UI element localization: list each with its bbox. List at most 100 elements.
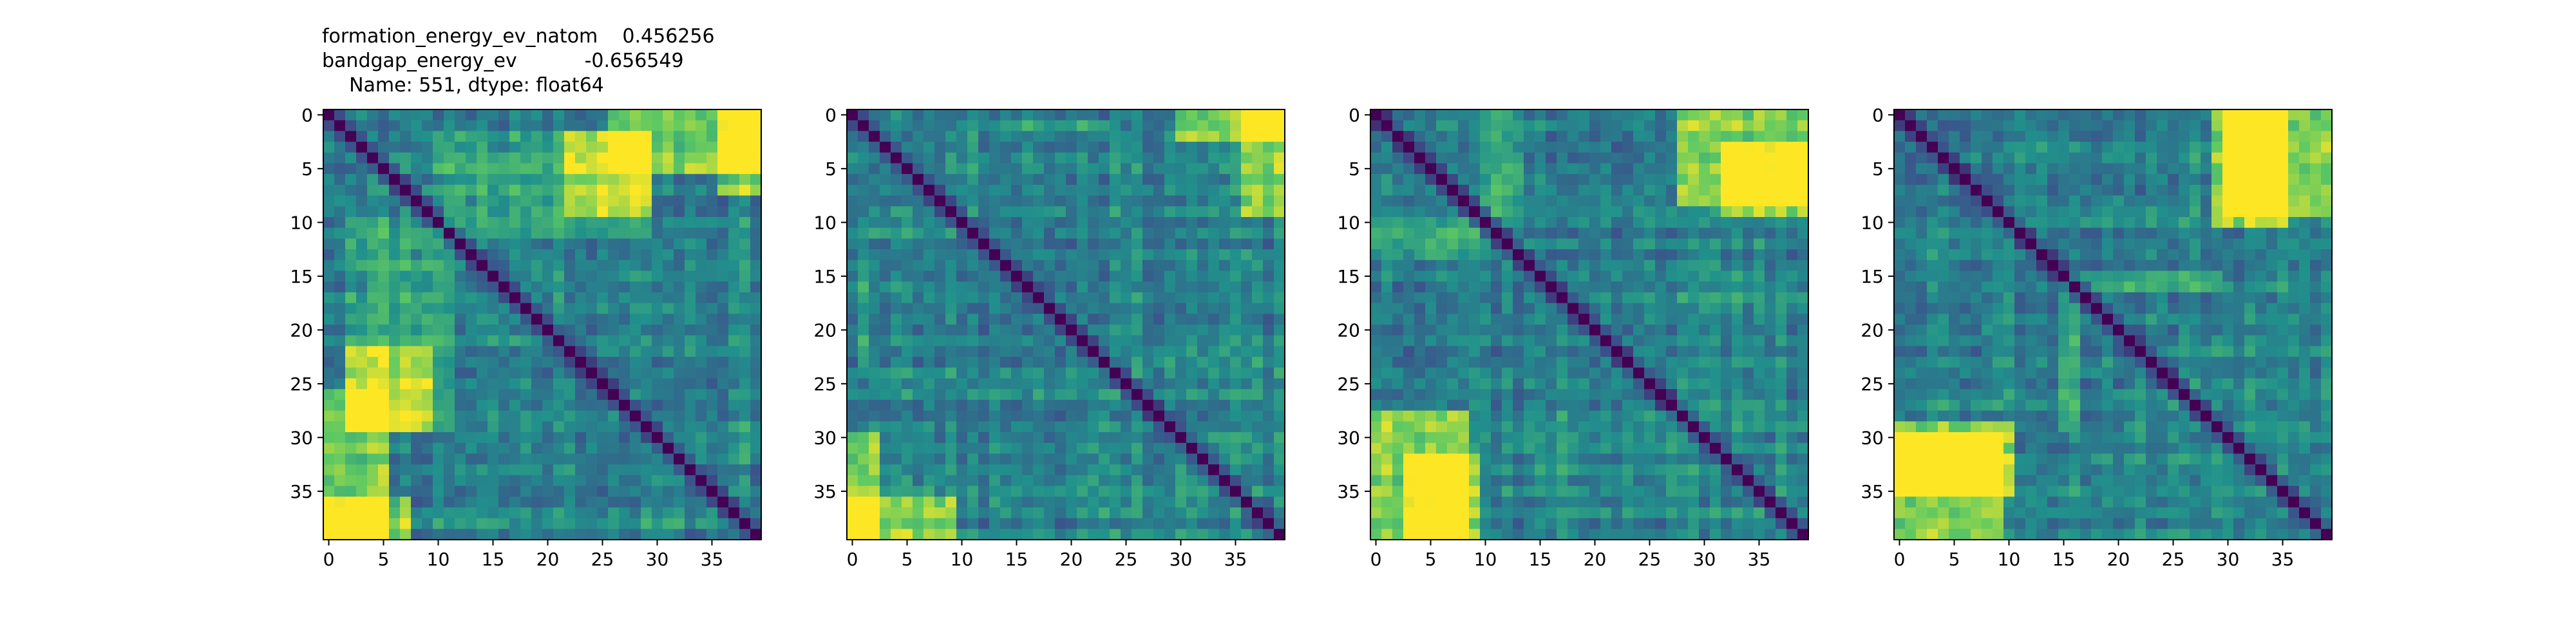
heatmap-cell [466,421,477,433]
heatmap-cell [1600,421,1612,433]
heatmap-cell [1666,325,1678,336]
heatmap-cell [1088,249,1099,261]
heatmap-cell [1414,453,1426,465]
heatmap-cell [1381,346,1393,357]
heatmap-cell [1403,325,1415,336]
heatmap-cell [345,335,357,346]
heatmap-cell [1633,421,1645,433]
heatmap-cell [1469,442,1481,454]
heatmap-cell [2190,120,2201,131]
heatmap-cell [1066,378,1077,390]
heatmap-cell [1600,195,1612,207]
heatmap-cell [913,497,924,508]
heatmap-cell [553,410,565,422]
heatmap-cell [1699,314,1710,325]
heatmap-cell [869,357,880,368]
heatmap-cell [1797,260,1809,272]
heatmap-cell [739,174,751,185]
heatmap-cell [1578,217,1590,229]
heatmap-cell [1743,518,1754,529]
y-tick-label: 5 [1349,158,1360,180]
heatmap-cell [728,238,740,250]
heatmap-cell [1633,453,1645,465]
heatmap-cell [367,389,379,401]
heatmap-cell [1055,325,1066,336]
heatmap-cell [1142,292,1154,304]
heatmap-cell [619,292,630,304]
heatmap-cell [847,303,858,314]
heatmap-cell [498,217,510,229]
heatmap-cell [367,464,379,476]
heatmap-cell [586,529,598,540]
heatmap-cell [1252,497,1264,508]
heatmap-cell [531,270,543,282]
heatmap-cell [956,518,968,529]
heatmap-cell [1263,518,1274,529]
heatmap-cell [411,174,422,185]
heatmap-cell [1066,497,1077,508]
heatmap-cell [1546,163,1557,175]
heatmap-cell [1611,432,1623,444]
heatmap-cell [1153,325,1165,336]
heatmap-cell [674,174,685,185]
heatmap-cell [1241,152,1253,164]
heatmap-cell [1655,152,1667,164]
heatmap-cell [466,131,477,142]
heatmap-cell [1230,314,1242,325]
heatmap-cell [1655,357,1667,368]
heatmap-cell [1699,270,1710,282]
heatmap-cell [1414,357,1426,368]
heatmap-cell [1622,292,1634,304]
heatmap-cell [1142,281,1154,293]
heatmap-cell [978,260,990,272]
heatmap-cell [858,486,869,497]
heatmap-cell [367,131,379,142]
heatmap-cell [1197,475,1209,487]
heatmap-cell [345,238,357,250]
heatmap-cell [1535,497,1546,508]
heatmap-cell [1677,292,1689,304]
heatmap-cell [1688,206,1700,218]
heatmap-cell [1765,325,1776,336]
heatmap-cell [989,518,1001,529]
heatmap-cell [477,475,488,487]
heatmap-cell [411,442,422,454]
heatmap-cell [717,399,729,412]
heatmap-cell [1011,131,1023,142]
heatmap-cell [608,120,620,131]
heatmap-cell [652,227,663,239]
heatmap-cell [847,346,858,357]
heatmap-cell [1666,529,1678,540]
heatmap-cell [1721,109,1732,121]
heatmap-cell [509,120,521,131]
heatmap-cell [696,120,707,131]
heatmap-cell [345,270,357,282]
heatmap-cell [1241,453,1253,465]
heatmap-cell [891,227,902,239]
heatmap-cell [1110,464,1121,476]
heatmap-cell [1142,131,1154,142]
heatmap-cell [1241,335,1253,346]
heatmap-cell [466,314,477,325]
heatmap-cell [477,109,488,121]
heatmap-cell [378,314,390,325]
heatmap-cell [378,432,390,444]
heatmap-cell [1208,399,1220,412]
heatmap-cell [477,367,488,379]
heatmap-cell [1710,303,1721,314]
heatmap-cell [869,227,880,239]
heatmap-cell [663,142,674,153]
heatmap-cell [389,442,401,454]
heatmap-cell [1274,335,1285,346]
heatmap-cell [564,142,576,153]
heatmap-cell [1000,184,1012,196]
heatmap-cell [1567,249,1579,261]
heatmap-cell [1721,529,1732,540]
heatmap-cell [858,314,869,325]
heatmap-cell [1044,335,1056,346]
heatmap-cell [411,292,422,304]
heatmap-cell [674,335,685,346]
heatmap-cell [1033,206,1045,218]
heatmap-cell [488,367,499,379]
heatmap-cell [989,497,1001,508]
